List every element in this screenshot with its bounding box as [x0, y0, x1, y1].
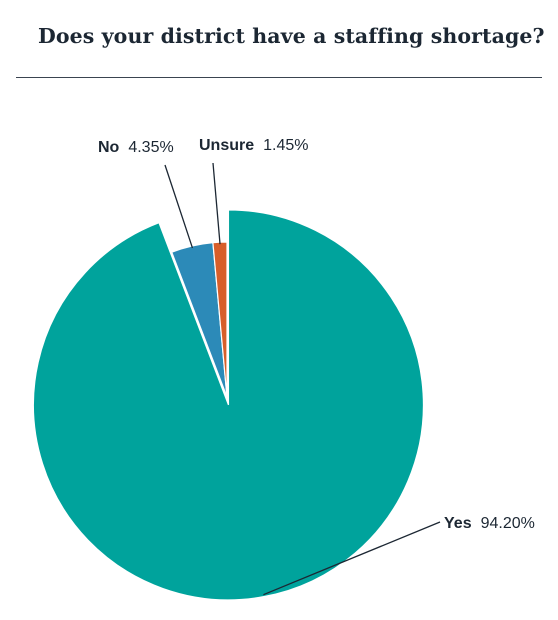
pie-slice-yes	[32, 209, 424, 601]
label-no-name: No	[98, 139, 120, 156]
label-yes: Yes 94.20%	[444, 515, 535, 532]
label-yes-value: 94.20%	[481, 515, 535, 532]
leader-line-unsure	[212, 162, 221, 245]
chart-title: Does your district have a staffing short…	[38, 24, 545, 48]
label-unsure-name: Unsure	[199, 137, 254, 154]
label-yes-name: Yes	[444, 515, 472, 532]
leader-line-yes	[263, 521, 441, 596]
leader-lines	[164, 162, 441, 596]
label-unsure-value: 1.45%	[263, 137, 308, 154]
label-no-value: 4.35%	[128, 139, 173, 156]
leader-line-no	[164, 164, 194, 249]
title-divider	[16, 77, 542, 78]
label-no: No 4.35%	[98, 139, 174, 156]
label-unsure: Unsure 1.45%	[199, 137, 309, 154]
pie-slices	[32, 209, 424, 601]
